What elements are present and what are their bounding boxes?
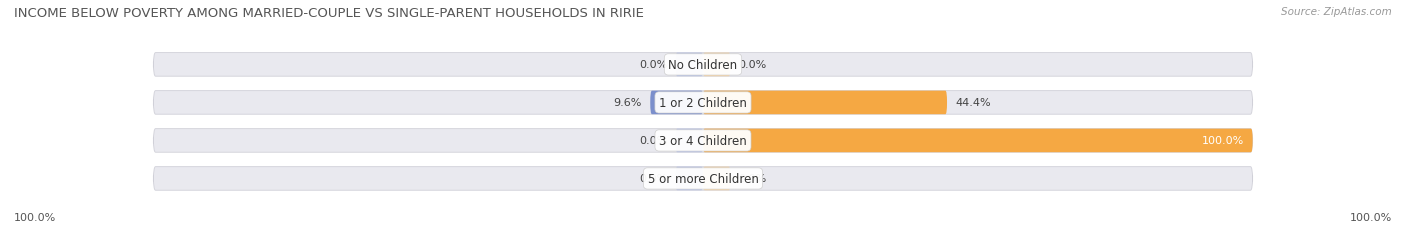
FancyBboxPatch shape xyxy=(153,167,1253,190)
Text: 44.4%: 44.4% xyxy=(955,98,991,108)
Text: 100.0%: 100.0% xyxy=(1202,136,1244,146)
Text: 100.0%: 100.0% xyxy=(14,212,56,222)
FancyBboxPatch shape xyxy=(703,129,1253,152)
Text: 5 or more Children: 5 or more Children xyxy=(648,172,758,185)
FancyBboxPatch shape xyxy=(153,129,1253,152)
Text: 0.0%: 0.0% xyxy=(638,136,668,146)
Text: 0.0%: 0.0% xyxy=(638,60,668,70)
Text: 100.0%: 100.0% xyxy=(1350,212,1392,222)
Text: 0.0%: 0.0% xyxy=(738,174,768,184)
Text: 0.0%: 0.0% xyxy=(738,60,768,70)
FancyBboxPatch shape xyxy=(703,53,731,77)
Text: 1 or 2 Children: 1 or 2 Children xyxy=(659,97,747,109)
Text: Source: ZipAtlas.com: Source: ZipAtlas.com xyxy=(1281,7,1392,17)
FancyBboxPatch shape xyxy=(703,91,948,115)
FancyBboxPatch shape xyxy=(650,91,703,115)
Text: No Children: No Children xyxy=(668,59,738,72)
FancyBboxPatch shape xyxy=(675,53,703,77)
FancyBboxPatch shape xyxy=(675,167,703,190)
Text: 9.6%: 9.6% xyxy=(613,98,643,108)
FancyBboxPatch shape xyxy=(153,53,1253,77)
Text: 0.0%: 0.0% xyxy=(638,174,668,184)
Text: 3 or 4 Children: 3 or 4 Children xyxy=(659,134,747,147)
FancyBboxPatch shape xyxy=(703,167,731,190)
FancyBboxPatch shape xyxy=(153,91,1253,115)
FancyBboxPatch shape xyxy=(675,129,703,152)
Text: INCOME BELOW POVERTY AMONG MARRIED-COUPLE VS SINGLE-PARENT HOUSEHOLDS IN RIRIE: INCOME BELOW POVERTY AMONG MARRIED-COUPL… xyxy=(14,7,644,20)
